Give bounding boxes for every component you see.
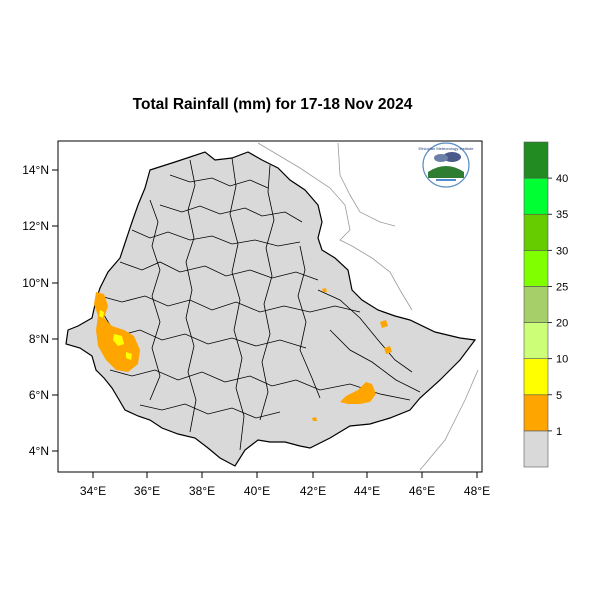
lon-tick-label: 38°E xyxy=(189,484,215,498)
map-title: Total Rainfall (mm) for 17-18 Nov 2024 xyxy=(132,96,413,113)
legend-swatch xyxy=(523,286,549,323)
legend-swatch xyxy=(523,394,549,432)
legend-swatch xyxy=(523,213,549,251)
legend-label: 25 xyxy=(556,281,568,293)
lat-tick-label: 10°N xyxy=(22,276,49,290)
legend-label: 30 xyxy=(556,245,568,257)
lon-tick-label: 46°E xyxy=(409,484,435,498)
lon-tick-label: 44°E xyxy=(354,484,380,498)
latitude-axis: 14°N 12°N 10°N 8°N 6°N 4°N xyxy=(22,163,58,458)
legend-swatch xyxy=(523,322,549,359)
legend-label: 35 xyxy=(556,209,568,221)
legend-swatch xyxy=(523,250,549,287)
legend-label: 1 xyxy=(556,426,562,438)
rainfall-legend: 1 5 10 20 25 30 35 40 xyxy=(523,141,568,468)
ethiopian-meteorology-logo: Ethiopian Meteorology Institute xyxy=(419,142,475,188)
lon-tick-label: 40°E xyxy=(244,484,270,498)
lat-tick-label: 4°N xyxy=(29,444,49,458)
legend-swatch xyxy=(523,177,549,215)
legend-swatch xyxy=(523,358,549,396)
legend-label: 5 xyxy=(556,390,562,402)
legend-swatch xyxy=(523,141,549,179)
lat-tick-label: 12°N xyxy=(22,219,49,233)
lat-tick-label: 8°N xyxy=(29,332,49,346)
lat-tick-label: 6°N xyxy=(29,388,49,402)
legend-swatch xyxy=(523,430,549,468)
lon-tick-label: 48°E xyxy=(464,484,490,498)
rainfall-patches xyxy=(94,288,392,421)
longitude-axis: 34°E 36°E 38°E 40°E 42°E 44°E 46°E 48°E xyxy=(80,472,490,498)
lat-tick-label: 14°N xyxy=(22,163,49,177)
logo-text: Ethiopian Meteorology Institute xyxy=(419,146,475,151)
lon-tick-label: 42°E xyxy=(300,484,326,498)
lon-tick-label: 36°E xyxy=(134,484,160,498)
rainfall-patches-5-10 xyxy=(99,310,132,360)
lon-tick-label: 34°E xyxy=(80,484,106,498)
neighbor-borders xyxy=(257,142,479,471)
legend-label: 40 xyxy=(556,173,568,185)
legend-label: 20 xyxy=(556,318,568,330)
legend-label: 10 xyxy=(556,354,568,366)
